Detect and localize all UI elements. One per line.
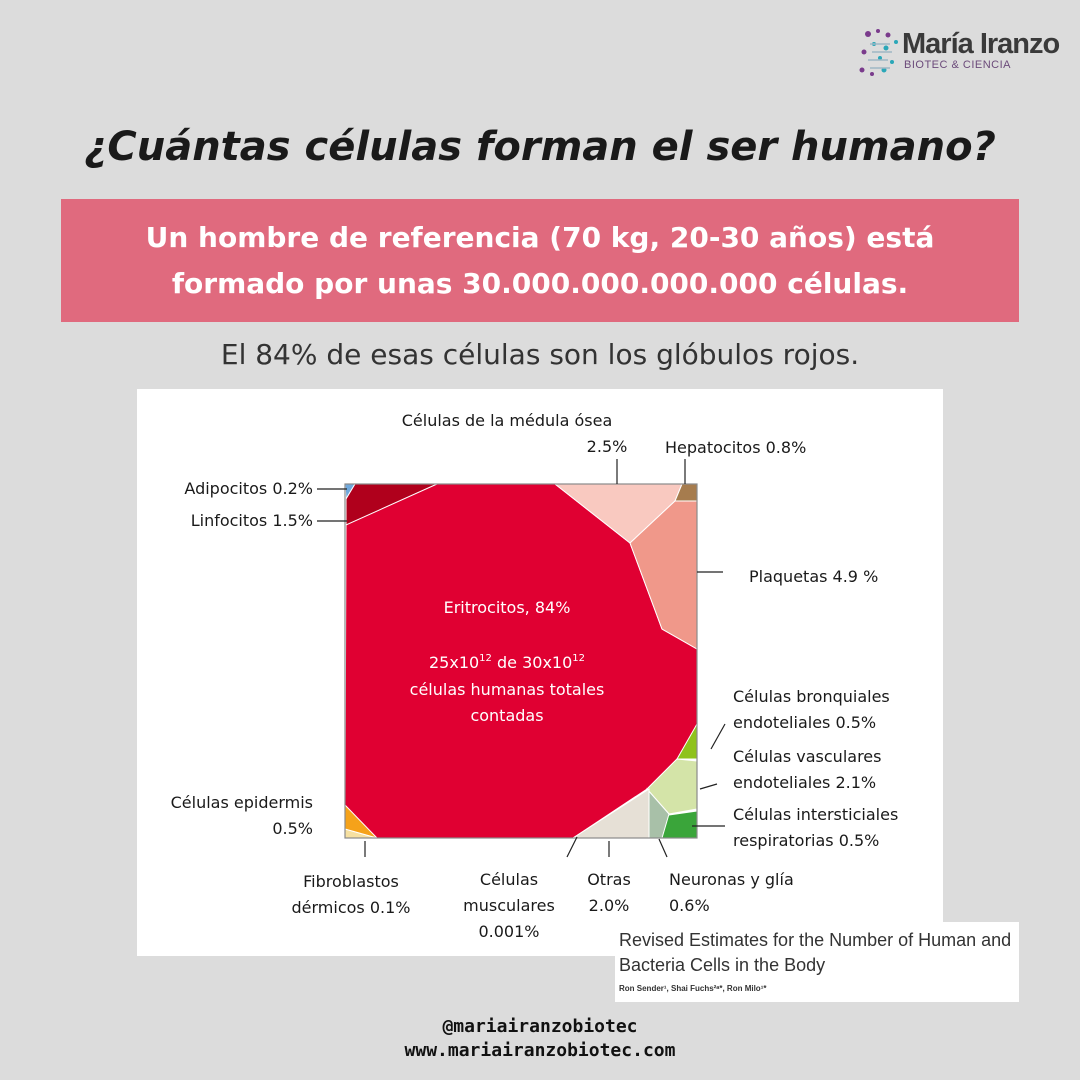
label-linfocitos-line-1: Linfocitos 1.5% [191,511,313,530]
label-celulas-musculares-line-2: musculares [463,896,555,915]
label-celulas-musculares-line-1: Células [480,870,538,889]
label-celulas-musculares-line-3: 0.001% [478,922,539,941]
label-neuronas-y-glia-leader [658,838,668,858]
label-celulas-bronquiales-endoteliales-line-1: Células bronquiales [733,687,890,706]
chart-card: Eritrocitos, 84% 25x1012 de 30x1012 célula… [137,389,943,956]
center-label-line3: células humanas totales [410,680,605,699]
segment-plaquetas [629,500,698,650]
label-celulas-intersticiales-respiratorias-line-2: respiratorias 0.5% [733,831,879,850]
label-celulas-intersticiales-respiratorias-line-1: Células intersticiales [733,805,898,824]
label-neuronas-y-glia-line-2: 0.6% [669,896,710,915]
label-celulas-vasculares-endoteliales-line-1: Células vasculares [733,747,881,766]
label-hepatocitos-line-1: Hepatocitos 0.8% [665,438,806,457]
website-url: www.mariairanzobiotec.com [404,1040,676,1061]
label-otras-line-2: 2.0% [589,896,630,915]
label-celulas-vasculares-endoteliales-leader [699,783,718,790]
label-neuronas-y-glia-line-1: Neuronas y glía [669,870,794,889]
reference-title: Revised Estimates for the Number of Huma… [619,930,1012,975]
banner-line-1: Un hombre de referencia (70 kg, 20-30 añ… [145,221,935,254]
label-celulas-de-la-medula-osea-line-1: Células de la médula ósea [402,411,613,430]
reference-card: Revised Estimates for the Number of Huma… [615,922,1019,1002]
subtitle: El 84% de esas células son los glóbulos … [220,338,860,371]
page-title: ¿Cuántas células forman el ser humano? [84,124,996,170]
label-celulas-musculares-leader [566,836,578,858]
banner-line-2: formado por unas 30.000.000.000.000 célu… [171,267,909,300]
label-adipocitos-line-1: Adipocitos 0.2% [184,479,313,498]
label-celulas-epidermis-line-2: 0.5% [272,819,313,838]
center-label-line4: contadas [470,706,543,725]
label-fibroblastos-dermicos-line-1: Fibroblastos [303,872,399,891]
label-celulas-de-la-medula-osea-line-2: 2.5% [587,437,628,456]
label-otras-line-1: Otras [587,870,631,889]
label-celulas-bronquiales-endoteliales-line-2: endoteliales 0.5% [733,713,876,732]
label-celulas-epidermis-line-1: Células epidermis [171,793,313,812]
label-celulas-vasculares-endoteliales-line-2: endoteliales 2.1% [733,773,876,792]
label-plaquetas-line-1: Plaquetas 4.9 % [749,567,878,586]
center-label-ratio: 25x1012 de 30x1012 [429,653,585,672]
brand-logo: María Iranzo BIOTEC & CIENCIA [858,22,1060,82]
center-label-title: Eritrocitos, 84% [444,598,571,617]
logo-subtitle: BIOTEC & CIENCIA [904,59,1012,71]
chart-frame [344,483,698,839]
logo-name: María Iranzo [902,28,1060,60]
label-fibroblastos-dermicos-line-2: dérmicos 0.1% [292,898,411,917]
highlight-banner: Un hombre de referencia (70 kg, 20-30 añ… [61,199,1019,322]
social-handle: @mariairanzobiotec [442,1016,638,1037]
molecule-icon [859,29,898,76]
cell-composition-chart: Eritrocitos, 84% 25x1012 de 30x1012 célula… [171,411,899,941]
label-celulas-bronquiales-endoteliales-leader [710,723,726,750]
reference-authors: Ron Sender¹, Shai Fuchs²ᵃ*, Ron Milo¹* [619,984,767,993]
